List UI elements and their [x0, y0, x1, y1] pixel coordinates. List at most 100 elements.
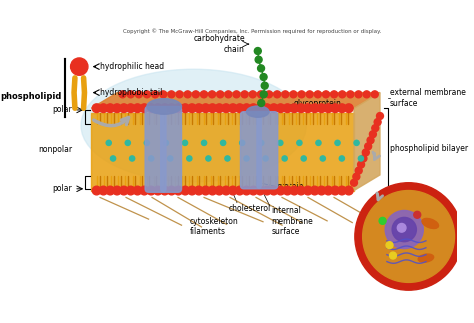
Circle shape — [282, 156, 287, 161]
Circle shape — [244, 156, 249, 161]
Circle shape — [174, 104, 182, 112]
Circle shape — [265, 91, 273, 98]
Circle shape — [376, 112, 383, 120]
Circle shape — [390, 252, 396, 259]
Circle shape — [310, 104, 319, 112]
Circle shape — [140, 104, 149, 112]
Circle shape — [174, 186, 182, 195]
Circle shape — [92, 104, 101, 112]
Circle shape — [160, 104, 169, 112]
Circle shape — [242, 104, 251, 112]
Circle shape — [154, 104, 162, 112]
Circle shape — [317, 186, 326, 195]
Circle shape — [236, 104, 244, 112]
Text: Copyright © The McGraw-Hill Companies, Inc. Permission required for reproduction: Copyright © The McGraw-Hill Companies, I… — [123, 28, 381, 34]
Circle shape — [228, 104, 237, 112]
Circle shape — [168, 156, 173, 161]
Circle shape — [298, 91, 305, 98]
Circle shape — [125, 140, 130, 145]
FancyArrowPatch shape — [377, 193, 383, 200]
Circle shape — [374, 119, 381, 126]
Circle shape — [263, 156, 268, 161]
Text: cholesterol: cholesterol — [228, 203, 271, 213]
Circle shape — [127, 186, 135, 195]
Circle shape — [379, 217, 386, 224]
Circle shape — [270, 186, 278, 195]
Circle shape — [258, 99, 264, 107]
Circle shape — [363, 91, 370, 98]
Circle shape — [354, 140, 359, 145]
Circle shape — [337, 186, 346, 195]
Circle shape — [345, 104, 353, 112]
Circle shape — [225, 91, 232, 98]
Circle shape — [160, 186, 169, 195]
Circle shape — [201, 91, 208, 98]
Circle shape — [355, 91, 362, 98]
Circle shape — [358, 156, 364, 161]
Text: cytoskeleton
filaments: cytoskeleton filaments — [189, 216, 238, 236]
Circle shape — [242, 186, 251, 195]
Circle shape — [276, 104, 285, 112]
Circle shape — [215, 104, 224, 112]
Circle shape — [350, 179, 357, 186]
Circle shape — [273, 91, 281, 98]
Circle shape — [154, 186, 162, 195]
Circle shape — [365, 143, 372, 150]
Ellipse shape — [246, 106, 269, 117]
Circle shape — [208, 104, 217, 112]
Circle shape — [263, 186, 271, 195]
Text: carbohydrate
chain: carbohydrate chain — [193, 34, 245, 54]
Circle shape — [144, 140, 149, 145]
FancyBboxPatch shape — [257, 112, 278, 189]
Circle shape — [301, 156, 306, 161]
Circle shape — [386, 242, 393, 249]
Circle shape — [222, 104, 230, 112]
Circle shape — [187, 156, 192, 161]
Circle shape — [217, 91, 224, 98]
Circle shape — [276, 186, 285, 195]
Circle shape — [355, 183, 462, 290]
Circle shape — [106, 104, 115, 112]
Circle shape — [283, 186, 292, 195]
Circle shape — [201, 104, 210, 112]
Circle shape — [360, 155, 367, 162]
Circle shape — [119, 104, 128, 112]
Text: glycoprotein: glycoprotein — [293, 99, 341, 109]
Circle shape — [320, 156, 325, 161]
Polygon shape — [354, 93, 380, 191]
Circle shape — [306, 91, 313, 98]
Bar — [91, 113, 354, 191]
Circle shape — [92, 186, 101, 195]
Circle shape — [136, 91, 142, 98]
Circle shape — [99, 186, 108, 195]
Circle shape — [322, 91, 329, 98]
Circle shape — [397, 224, 406, 232]
Circle shape — [317, 104, 326, 112]
Circle shape — [263, 104, 271, 112]
Circle shape — [270, 104, 278, 112]
Circle shape — [367, 137, 374, 144]
Circle shape — [140, 186, 149, 195]
Circle shape — [220, 140, 226, 145]
Circle shape — [206, 156, 211, 161]
Circle shape — [331, 186, 339, 195]
Circle shape — [314, 91, 321, 98]
Circle shape — [239, 140, 245, 145]
Circle shape — [152, 91, 159, 98]
Ellipse shape — [418, 254, 434, 262]
Circle shape — [225, 156, 230, 161]
Circle shape — [337, 104, 346, 112]
Circle shape — [290, 91, 297, 98]
Circle shape — [259, 140, 264, 145]
Text: external membrane
surface: external membrane surface — [390, 88, 465, 108]
Circle shape — [133, 104, 142, 112]
Circle shape — [316, 140, 321, 145]
Circle shape — [176, 91, 183, 98]
Circle shape — [297, 140, 302, 145]
Circle shape — [233, 91, 240, 98]
FancyArrowPatch shape — [94, 118, 128, 126]
Circle shape — [363, 191, 455, 282]
Circle shape — [127, 104, 135, 112]
Circle shape — [369, 131, 376, 138]
Circle shape — [260, 74, 267, 80]
